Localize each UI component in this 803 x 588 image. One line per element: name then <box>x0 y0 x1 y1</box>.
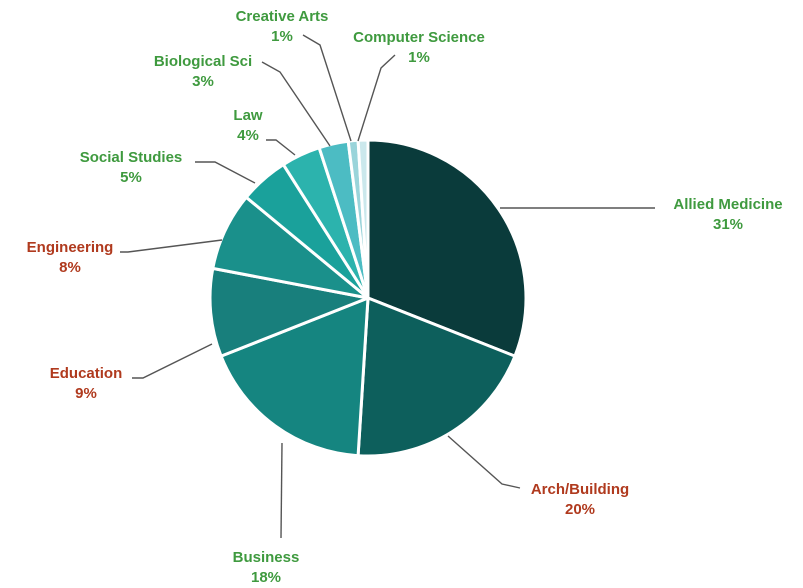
pie-slice-education <box>208 266 370 358</box>
leader-line-arch-building <box>447 435 521 489</box>
slice-label-value: 4% <box>237 127 259 144</box>
pie-slice-business <box>219 296 370 458</box>
leader-line-creative-arts <box>302 34 352 142</box>
slice-label-name: Allied Medicine <box>673 196 782 213</box>
slice-label-value: 20% <box>565 501 595 518</box>
slice-label-education: Education 9% <box>50 365 123 402</box>
slice-label-value: 9% <box>75 385 97 402</box>
slice-label-value: 1% <box>408 49 430 66</box>
slice-label-value: 31% <box>713 216 743 233</box>
slice-label-engineering: Engineering 8% <box>27 239 114 276</box>
slice-label-computer-science: Computer Science 1% <box>353 29 485 66</box>
leader-line-biological-sci <box>261 61 331 147</box>
slice-labels: Allied Medicine 31% Arch/Building 20% Busine… <box>27 8 783 586</box>
slice-label-value: 5% <box>120 169 142 186</box>
leader-lines <box>120 34 655 539</box>
slice-label-value: 1% <box>271 28 293 45</box>
leader-line-law <box>266 139 296 156</box>
slice-label-creative-arts: Creative Arts 1% <box>236 8 329 45</box>
slice-label-name: Social Studies <box>80 149 183 166</box>
slice-label-name: Business <box>233 549 300 566</box>
slice-label-name: Arch/Building <box>531 481 629 498</box>
slice-label-name: Creative Arts <box>236 8 329 25</box>
leader-line-education <box>132 343 213 379</box>
slice-label-law: Law 4% <box>233 107 263 144</box>
pie-slices <box>208 138 528 458</box>
slice-label-arch-building: Arch/Building 20% <box>531 481 629 518</box>
leader-line-engineering <box>120 239 223 253</box>
slice-label-social-studies: Social Studies 5% <box>80 149 183 186</box>
leader-line-business <box>280 442 283 539</box>
slice-label-value: 18% <box>251 569 281 586</box>
slice-label-business: Business 18% <box>233 549 300 586</box>
leader-line-social-studies <box>195 161 256 184</box>
leader-line-computer-science <box>357 54 396 142</box>
slice-label-name: Engineering <box>27 239 114 256</box>
slice-label-biological-sci: Biological Sci 3% <box>154 53 252 90</box>
slice-label-name: Biological Sci <box>154 53 252 70</box>
slice-label-name: Education <box>50 365 123 382</box>
slice-label-name: Computer Science <box>353 29 485 46</box>
slice-label-allied-medicine: Allied Medicine 31% <box>673 196 782 233</box>
pie-slice-arch-building <box>356 296 517 458</box>
slice-label-value: 8% <box>59 259 81 276</box>
slice-label-name: Law <box>233 107 263 124</box>
pie-slice-allied-medicine <box>366 138 528 358</box>
slice-label-value: 3% <box>192 73 214 90</box>
